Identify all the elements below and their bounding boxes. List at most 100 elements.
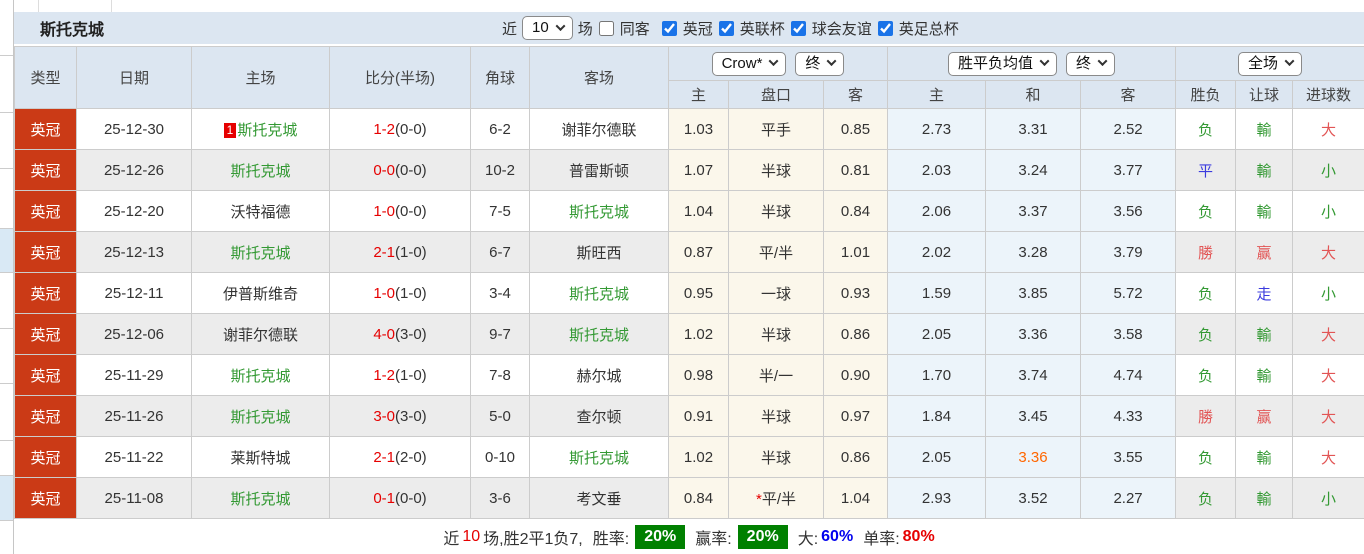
cell-goals-result: 小 bbox=[1292, 149, 1364, 191]
cell-handicap-result: 走 bbox=[1235, 272, 1294, 314]
table-row: 英冠 25-11-29 斯托克城 1-2(1-0) 7-8 赫尔城 0.98 半… bbox=[14, 354, 1364, 396]
cell-league-badge: 英冠 bbox=[14, 108, 77, 150]
cell-league-badge: 英冠 bbox=[14, 313, 77, 355]
cell-asian-away-odds: 0.93 bbox=[822, 272, 889, 314]
table-row: 英冠 25-11-26 斯托克城 3-0(3-0) 5-0 查尔顿 0.91 半… bbox=[14, 395, 1364, 437]
table-row: 英冠 25-11-22 莱斯特城 2-1(2-0) 0-10 斯托克城 1.02… bbox=[14, 436, 1364, 478]
cell-corners: 6-7 bbox=[470, 231, 530, 273]
league-checkbox-yinglianbei[interactable] bbox=[718, 20, 734, 36]
cell-away-team: 普雷斯顿 bbox=[529, 149, 669, 191]
cell-euro-draw-odds: 3.85 bbox=[985, 272, 1082, 314]
summary-footer: 近 10 场,胜2平1负7, 胜率: 20% 赢率: 20% 大: 60% 单率: 80… bbox=[14, 519, 1364, 554]
cell-goals-result: 大 bbox=[1292, 108, 1364, 150]
cell-score: 0-1(0-0) bbox=[329, 477, 471, 519]
away-team-name: 赫尔城 bbox=[576, 367, 622, 385]
fulltime-score: 4-0 bbox=[373, 325, 395, 343]
big-rate: 大: 60% bbox=[797, 528, 854, 548]
cell-euro-home-odds: 1.84 bbox=[887, 395, 987, 437]
league-checkbox-yingguan[interactable] bbox=[661, 20, 677, 36]
cell-euro-home-odds: 2.05 bbox=[887, 313, 987, 355]
cell-asian-home-odds: 1.02 bbox=[668, 313, 729, 355]
cell-asian-home-odds: 0.95 bbox=[668, 272, 729, 314]
scope-select[interactable]: 全场 bbox=[1238, 51, 1303, 76]
odds-company-select[interactable]: Crow* bbox=[711, 51, 787, 76]
cell-score: 4-0(3-0) bbox=[329, 313, 471, 355]
cell-home-team: 谢菲尔德联 bbox=[191, 313, 330, 355]
handicap-line: 平/半 bbox=[758, 244, 794, 262]
cell-date: 25-12-11 bbox=[76, 272, 192, 314]
halftime-score: (1-0) bbox=[395, 366, 427, 384]
europe-odds-select[interactable]: 胜平负均值 bbox=[948, 51, 1058, 76]
table-row: 英冠 25-12-26 斯托克城 0-0(0-0) 10-2 普雷斯顿 1.07… bbox=[14, 149, 1364, 191]
table-row: 英冠 25-12-06 谢菲尔德联 4-0(3-0) 9-7 斯托克城 1.02… bbox=[14, 313, 1364, 355]
cell-home-team: 斯托克城 bbox=[191, 395, 330, 437]
cell-handicap-result: 輸 bbox=[1235, 108, 1294, 150]
cell-euro-away-odds: 3.55 bbox=[1080, 436, 1177, 478]
cell-home-team: 斯托克城 bbox=[191, 231, 330, 273]
cell-score: 1-2(1-0) bbox=[329, 354, 471, 396]
cell-corners: 7-5 bbox=[470, 190, 530, 232]
cell-handicap-result: 赢 bbox=[1235, 231, 1294, 273]
halftime-score: (3-0) bbox=[395, 407, 427, 425]
fulltime-score: 1-0 bbox=[373, 284, 395, 302]
cell-handicap: 平/半 bbox=[728, 231, 824, 273]
cell-date: 25-12-06 bbox=[76, 313, 192, 355]
col-header-handicap: 盘口 bbox=[728, 80, 824, 109]
cell-corners: 10-2 bbox=[470, 149, 530, 191]
games-label: 场 bbox=[577, 20, 593, 38]
away-team-name: 普雷斯顿 bbox=[568, 162, 629, 180]
col-header-home: 主场 bbox=[191, 46, 330, 109]
league-label-yinglianbei: 英联杯 bbox=[739, 20, 785, 38]
big-rate-value: 60% bbox=[821, 528, 854, 545]
league-checkbox-qiuhuiyouyi[interactable] bbox=[790, 20, 806, 36]
odds-time-select[interactable]: 终 bbox=[795, 51, 845, 76]
cell-goals-result: 大 bbox=[1292, 436, 1364, 478]
home-team-name: 伊普斯维奇 bbox=[222, 285, 298, 303]
cell-euro-away-odds: 3.58 bbox=[1080, 313, 1177, 355]
cell-date: 25-12-30 bbox=[76, 108, 192, 150]
cell-euro-home-odds: 1.59 bbox=[887, 272, 987, 314]
home-team-name: 莱斯特城 bbox=[230, 449, 291, 467]
halftime-score: (1-0) bbox=[395, 284, 427, 302]
cell-result: 负 bbox=[1175, 313, 1237, 355]
match-count-select[interactable]: 10 bbox=[522, 16, 573, 40]
halftime-score: (0-0) bbox=[395, 489, 427, 507]
cell-away-team: 谢菲尔德联 bbox=[529, 108, 669, 150]
cell-result: 负 bbox=[1175, 477, 1237, 519]
cell-asian-away-odds: 0.86 bbox=[822, 313, 889, 355]
chevron-down-icon bbox=[555, 20, 566, 31]
cell-handicap: 半球 bbox=[728, 149, 824, 191]
cell-euro-away-odds: 4.33 bbox=[1080, 395, 1177, 437]
away-team-name: 考文垂 bbox=[576, 490, 622, 508]
home-team-name: 沃特福德 bbox=[230, 203, 291, 221]
cell-asian-away-odds: 0.81 bbox=[822, 149, 889, 191]
cell-date: 25-12-26 bbox=[76, 149, 192, 191]
same-away-label: 同客 bbox=[619, 20, 650, 38]
col-header-euro-home: 主 bbox=[887, 80, 987, 109]
single-rate: 单率: 80% bbox=[863, 528, 935, 548]
cell-result: 负 bbox=[1175, 436, 1237, 478]
cell-asian-away-odds: 0.90 bbox=[822, 354, 889, 396]
cell-date: 25-11-26 bbox=[76, 395, 192, 437]
league-checkbox-yingzuzongbei[interactable] bbox=[877, 20, 893, 36]
col-header-euro-draw: 和 bbox=[985, 80, 1082, 109]
cell-euro-draw-odds: 3.52 bbox=[985, 477, 1082, 519]
fulltime-score: 1-2 bbox=[373, 120, 395, 138]
col-header-type: 类型 bbox=[14, 46, 77, 109]
halftime-score: (0-0) bbox=[395, 161, 427, 179]
cell-euro-away-odds: 2.27 bbox=[1080, 477, 1177, 519]
chevron-down-icon bbox=[826, 56, 837, 67]
home-team-name: 斯托克城 bbox=[230, 244, 291, 262]
same-away-checkbox[interactable] bbox=[598, 20, 614, 36]
fulltime-score: 0-1 bbox=[373, 489, 395, 507]
cell-result: 负 bbox=[1175, 190, 1237, 232]
handicap-line: 半球 bbox=[760, 449, 791, 467]
europe-time-select[interactable]: 终 bbox=[1066, 51, 1116, 76]
cell-euro-home-odds: 2.06 bbox=[887, 190, 987, 232]
cell-score: 3-0(3-0) bbox=[329, 395, 471, 437]
chevron-down-icon bbox=[1097, 56, 1108, 67]
league-label-qiuhuiyouyi: 球会友谊 bbox=[811, 20, 872, 38]
cell-result: 负 bbox=[1175, 272, 1237, 314]
cell-euro-home-odds: 1.70 bbox=[887, 354, 987, 396]
